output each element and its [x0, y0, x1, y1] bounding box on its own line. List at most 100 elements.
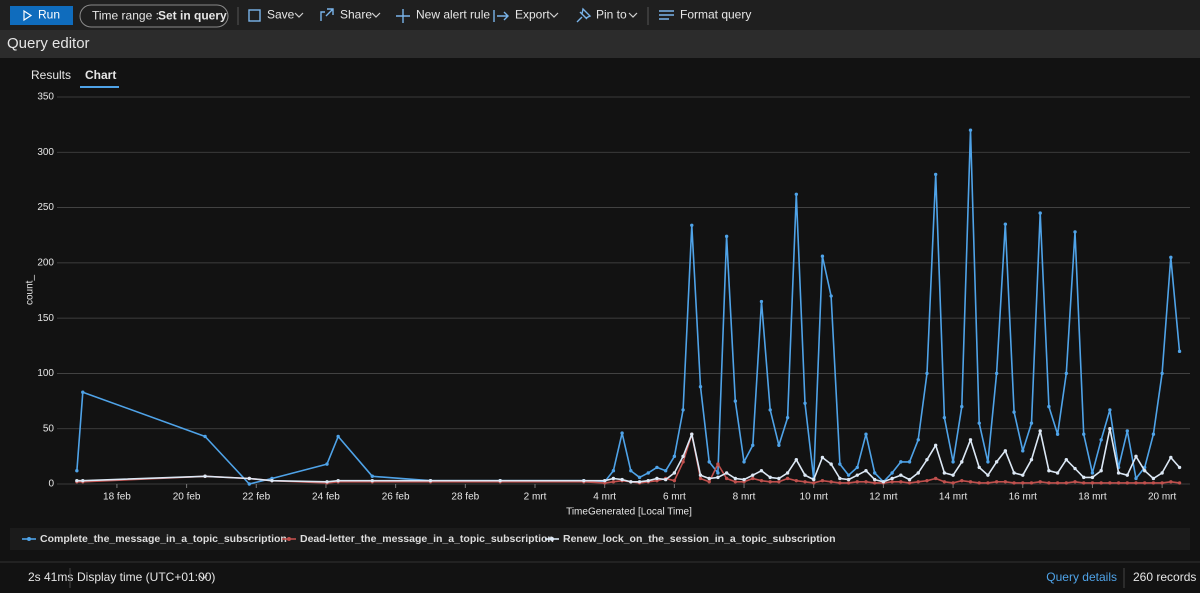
- share-button[interactable]: Share: [340, 8, 372, 22]
- data-point: [1055, 471, 1060, 475]
- data-point: [247, 476, 252, 481]
- data-point: [890, 471, 894, 475]
- data-point: [716, 475, 720, 480]
- data-point: [872, 477, 877, 482]
- data-point: [716, 462, 720, 466]
- data-point: [751, 476, 755, 481]
- export-button[interactable]: Export: [515, 8, 550, 22]
- data-point: [1082, 475, 1086, 480]
- data-point: [812, 477, 816, 482]
- data-point: [1177, 349, 1182, 354]
- data-point: [968, 438, 973, 442]
- tab-underline: [80, 86, 119, 88]
- data-point: [933, 172, 938, 177]
- pin-to-button[interactable]: Pin to: [596, 8, 627, 22]
- x-tick-label: 10 mrt: [800, 492, 829, 503]
- data-point: [838, 462, 842, 466]
- save-button[interactable]: Save: [267, 8, 295, 22]
- data-point: [1134, 476, 1138, 481]
- data-point: [724, 234, 729, 239]
- data-point: [733, 476, 738, 481]
- y-axis-label: count_: [25, 275, 36, 305]
- legend-label: Renew_lock_on_the_session_in_a_topic_sub…: [563, 533, 836, 545]
- data-point: [325, 480, 329, 484]
- query-details-link[interactable]: Query details: [1046, 570, 1117, 584]
- data-point: [1169, 255, 1173, 260]
- data-point: [1082, 481, 1086, 485]
- data-point: [707, 460, 711, 464]
- tab[interactable]: Chart: [85, 68, 116, 82]
- data-point: [907, 460, 912, 464]
- new-alert-rule-button[interactable]: New alert rule: [416, 8, 490, 22]
- data-point: [1134, 454, 1138, 459]
- data-point: [707, 480, 711, 484]
- data-point: [951, 473, 955, 477]
- data-point: [986, 460, 990, 464]
- data-point: [890, 480, 894, 484]
- chevron: [198, 574, 208, 580]
- data-point: [899, 480, 903, 484]
- data-point: [916, 480, 920, 484]
- data-point: [1029, 421, 1034, 425]
- data-point: [794, 457, 799, 462]
- data-point: [742, 460, 746, 464]
- data-point: [1047, 481, 1051, 485]
- data-point: [611, 480, 616, 484]
- run-icon: [23, 9, 33, 22]
- data-point: [855, 480, 859, 484]
- save-icon: [248, 9, 261, 22]
- data-point: [325, 462, 329, 466]
- data-point: [1064, 457, 1069, 462]
- data-point: [733, 480, 738, 484]
- data-point: [803, 480, 807, 484]
- data-point: [698, 476, 703, 481]
- data-point: [820, 455, 825, 460]
- data-point: [672, 454, 677, 459]
- data-point: [1021, 473, 1025, 477]
- data-point: [672, 478, 677, 483]
- data-point: [785, 471, 790, 475]
- data-point: [646, 471, 650, 475]
- data-point: [690, 223, 694, 227]
- data-point: [1125, 481, 1129, 485]
- data-point: [1108, 481, 1112, 485]
- data-point: [977, 421, 981, 425]
- data-point: [270, 478, 274, 483]
- data-point: [942, 471, 947, 475]
- data-point: [881, 480, 886, 484]
- y-tick-label: 300: [37, 147, 54, 158]
- data-point: [690, 432, 694, 436]
- data-point: [864, 469, 868, 473]
- data-point: [838, 481, 842, 485]
- format-query-button[interactable]: Format query: [680, 8, 751, 22]
- data-point: [968, 480, 973, 484]
- data-point: [777, 480, 781, 484]
- data-point: [1073, 230, 1077, 234]
- data-point: [1108, 427, 1112, 431]
- y-tick-label: 200: [37, 257, 54, 268]
- data-point: [951, 481, 955, 485]
- data-point: [655, 465, 659, 470]
- data-point: [672, 471, 677, 475]
- data-point: [803, 473, 807, 477]
- run-button[interactable]: [10, 6, 73, 25]
- data-point: [1055, 481, 1060, 485]
- display-time[interactable]: Display time (UTC+01:00): [77, 570, 215, 584]
- data-point: [1003, 480, 1008, 484]
- data-point: [1082, 432, 1086, 436]
- data-point: [75, 478, 79, 483]
- chevron: [549, 12, 559, 18]
- duration: 2s 41ms: [28, 570, 73, 584]
- data-point: [1151, 432, 1156, 436]
- y-tick-label: 250: [37, 202, 54, 213]
- time-range-pill[interactable]: [79, 4, 229, 28]
- data-point: [724, 476, 729, 481]
- data-point: [1064, 371, 1069, 376]
- legend-label: Complete_the_message_in_a_topic_subscrip…: [40, 533, 287, 545]
- tab[interactable]: Results: [31, 68, 71, 82]
- x-tick-label: 20 mrt: [1148, 492, 1177, 503]
- data-point: [977, 465, 981, 470]
- legend-label: Dead-letter_the_message_in_a_topic_subsc…: [300, 533, 554, 545]
- data-point: [1099, 469, 1103, 473]
- data-point: [1064, 481, 1069, 485]
